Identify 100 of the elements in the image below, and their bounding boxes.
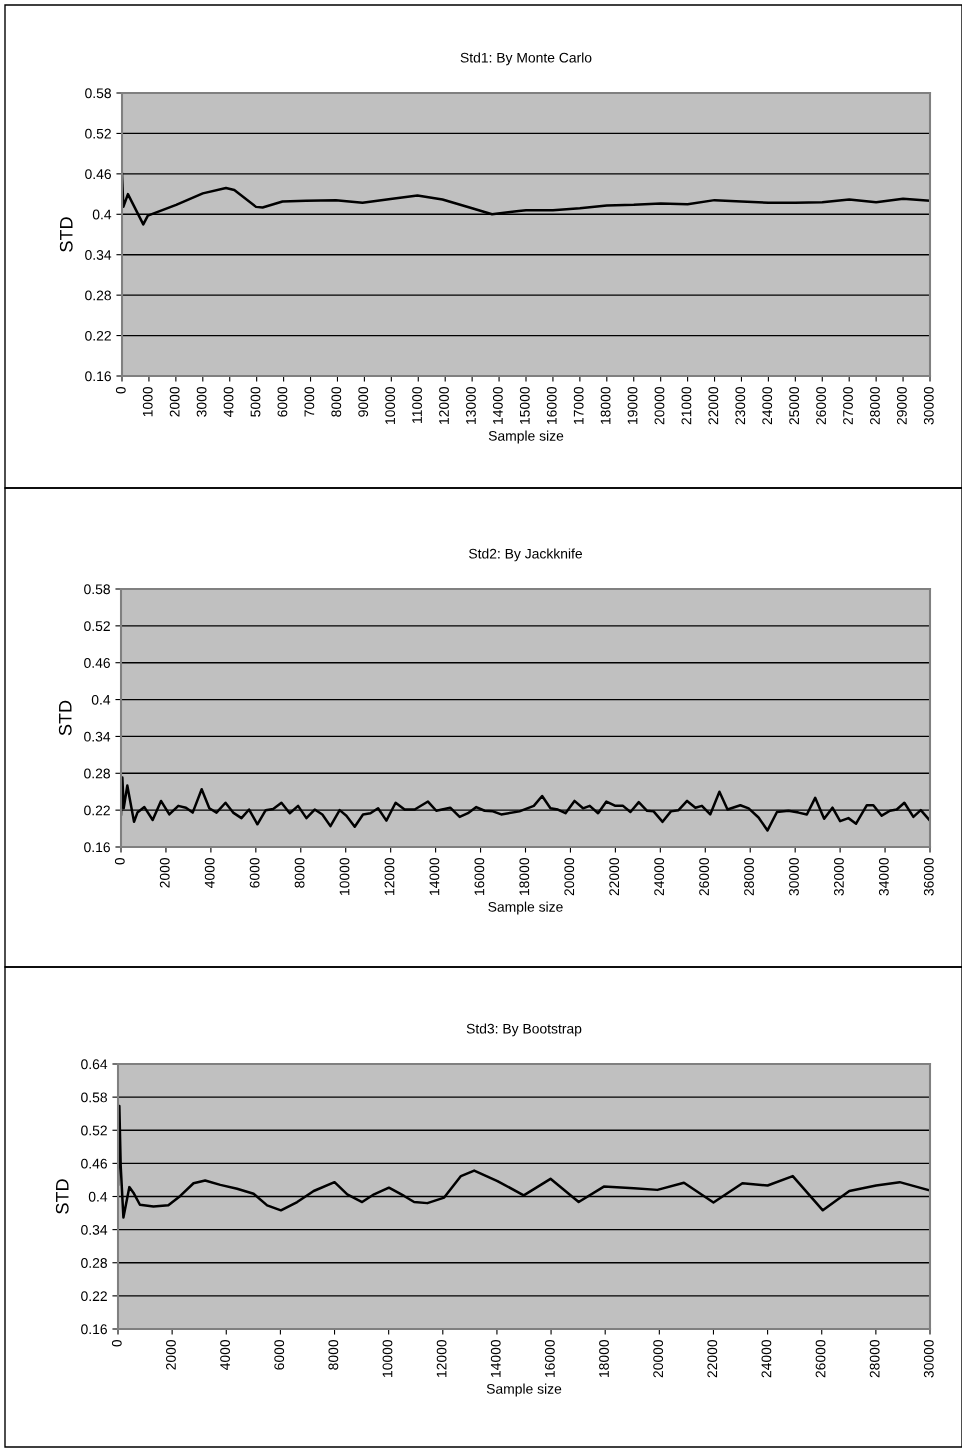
x-tick-label: 14000: [490, 1339, 501, 1377]
y-tick-label: 0.16: [81, 1324, 107, 1335]
x-tick-label: 2000: [159, 857, 170, 888]
x-tick-label: 24000: [761, 1339, 772, 1378]
y-tick-label: 0.4: [92, 209, 112, 220]
y-tick-label: 0.52: [84, 621, 110, 632]
y-tick-label: 0.4: [88, 1191, 108, 1202]
x-tick-label: 27000: [843, 386, 853, 425]
y-axis-title: STD: [55, 1179, 69, 1214]
x-tick-label: 32000: [834, 857, 844, 896]
y-tick-label: 0.28: [81, 1258, 107, 1268]
x-tick-label: 0: [111, 1339, 122, 1347]
y-axis-title: STD: [58, 700, 72, 736]
x-axis-title: Sample size: [488, 430, 564, 444]
y-axis-title: STD: [59, 217, 73, 252]
y-tick-label: 0.34: [81, 1224, 108, 1235]
x-tick-label: 7000: [304, 386, 315, 417]
x-tick-label: 8000: [294, 857, 305, 888]
x-tick-label: 16000: [474, 857, 485, 895]
x-tick-label: 4000: [220, 1339, 230, 1370]
y-tick-label: 0.58: [84, 584, 110, 595]
x-tick-label: 30000: [923, 386, 934, 425]
y-tick-label: 0.16: [84, 842, 110, 853]
x-tick-label: 30000: [923, 1339, 934, 1378]
x-tick-label: 30000: [789, 857, 799, 896]
y-tick-label: 0.46: [85, 169, 111, 180]
x-tick-label: 22000: [609, 857, 620, 896]
x-tick-label: 1000: [142, 386, 153, 417]
x-tick-label: 16000: [544, 1339, 555, 1377]
x-tick-label: 8000: [331, 386, 342, 417]
x-tick-label: 26000: [816, 386, 826, 425]
x-tick-label: 28000: [870, 386, 880, 425]
x-tick-label: 6000: [249, 857, 260, 888]
x-tick-label: 12000: [384, 857, 395, 895]
x-tick-label: 28000: [744, 857, 754, 896]
x-tick-label: 4000: [223, 386, 234, 417]
x-tick-label: 3000: [196, 386, 207, 417]
x-tick-label: 23000: [735, 386, 746, 425]
x-tick-label: 22000: [707, 1339, 718, 1378]
x-axis-title: Sample size: [488, 901, 563, 915]
y-tick-label: 0.52: [81, 1125, 107, 1136]
x-tick-label: 21000: [681, 386, 692, 425]
chart-title: Std1: By Monte Carlo: [460, 52, 592, 66]
y-tick-label: 0.46: [84, 658, 110, 668]
y-tick-label: 0.28: [85, 290, 111, 301]
chart-title: Std3: By Bootstrap: [466, 1023, 582, 1037]
y-tick-label: 0.34: [84, 731, 111, 742]
x-tick-label: 19000: [627, 386, 638, 424]
y-tick-label: 0.4: [91, 694, 111, 705]
x-tick-label: 18000: [519, 857, 530, 895]
x-tick-label: 11000: [412, 386, 422, 423]
x-tick-label: 36000: [923, 857, 934, 896]
x-tick-label: 12000: [436, 1339, 447, 1377]
x-tick-label: 20000: [654, 386, 665, 425]
y-tick-label: 0.34: [85, 250, 112, 260]
x-tick-label: 8000: [328, 1339, 339, 1370]
x-tick-label: 10000: [382, 1339, 393, 1377]
x-tick-label: 12000: [439, 386, 449, 424]
x-tick-label: 0: [115, 386, 126, 394]
y-tick-label: 0.22: [84, 805, 110, 816]
x-tick-label: 6000: [277, 386, 288, 417]
y-tick-label: 0.22: [81, 1291, 107, 1302]
x-tick-label: 20000: [653, 1339, 664, 1378]
x-tick-label: 18000: [599, 1339, 609, 1377]
y-tick-label: 0.28: [84, 768, 110, 779]
x-tick-label: 2000: [169, 386, 180, 417]
y-tick-label: 0.64: [81, 1059, 108, 1070]
x-tick-label: 24000: [762, 386, 773, 425]
x-tick-label: 4000: [204, 857, 215, 888]
x-tick-label: 15000: [519, 386, 530, 424]
x-tick-label: 13000: [466, 386, 476, 424]
x-tick-label: 28000: [869, 1339, 880, 1378]
x-tick-label: 10000: [385, 386, 396, 424]
x-tick-label: 25000: [789, 386, 800, 425]
y-tick-label: 0.46: [81, 1158, 107, 1169]
y-tick-label: 0.22: [85, 330, 111, 341]
x-tick-label: 26000: [815, 1339, 826, 1378]
x-tick-label: 22000: [708, 386, 719, 425]
y-tick-label: 0.16: [85, 371, 111, 382]
x-tick-label: 2000: [166, 1339, 176, 1370]
x-axis-title: Sample size: [486, 1383, 562, 1397]
x-tick-label: 18000: [600, 386, 611, 424]
y-tick-label: 0.58: [85, 88, 111, 99]
x-tick-label: 26000: [699, 857, 710, 896]
chart-title: Std2: By Jackknife: [469, 548, 583, 562]
x-tick-label: 14000: [492, 386, 503, 424]
x-tick-label: 20000: [564, 857, 575, 896]
x-tick-label: 5000: [250, 386, 261, 417]
x-tick-label: 6000: [274, 1339, 285, 1370]
x-tick-label: 10000: [339, 857, 350, 895]
y-tick-label: 0.52: [85, 128, 111, 139]
x-tick-label: 34000: [878, 857, 889, 896]
y-tick-label: 0.58: [81, 1092, 107, 1103]
x-tick-label: 24000: [654, 857, 665, 896]
x-tick-label: 0: [114, 857, 125, 865]
x-tick-label: 9000: [358, 386, 369, 417]
x-tick-label: 29000: [896, 386, 907, 425]
x-tick-label: 16000: [546, 386, 557, 424]
x-tick-label: 14000: [429, 857, 440, 895]
x-tick-label: 17000: [573, 386, 584, 424]
